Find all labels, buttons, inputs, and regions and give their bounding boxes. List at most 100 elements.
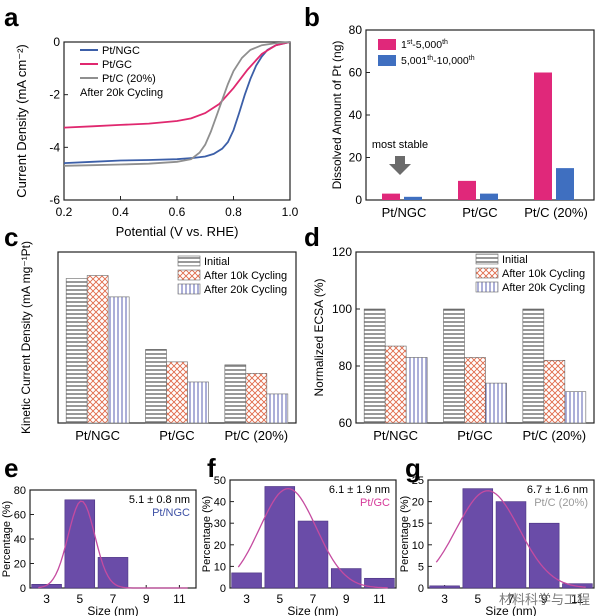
chart-c-kinetic-current: Pt/NGC Pt/GC Pt/C (20%) Kinetic Current Den…: [19, 241, 297, 443]
y-tick-label: 0: [220, 583, 226, 595]
bar-b-pt-c-20--s0: [534, 72, 552, 200]
x-tick-label: 0.2: [56, 205, 73, 219]
y-axis-label: Percentage (%): [201, 496, 213, 572]
y-tick-label: 20: [14, 559, 26, 571]
y-tick-label: 40: [14, 534, 26, 546]
bar-d-pt-gc-s0: [443, 308, 465, 424]
x-tick-label: 9: [541, 592, 548, 606]
histogram-bar-g-7: [495, 501, 527, 589]
bar-d-pt-gc-s1: [464, 357, 486, 424]
bar-b-pt-ngc-s1: [404, 196, 422, 200]
y-tick-label: 20: [412, 497, 424, 509]
histogram-bar-g-3: [429, 585, 460, 589]
y-tick-label: 20: [214, 540, 226, 552]
y-tick-label: 0: [53, 35, 60, 49]
series-line-pt-ngc: [63, 41, 291, 164]
y-tick-label: 80: [14, 485, 26, 497]
bar-d-pt-c-20--s2: [564, 391, 587, 424]
legend-superscript: th: [442, 39, 448, 46]
bar-c-pt-c-20--s2: [266, 393, 289, 424]
bar-d-pt-c-20--s0: [522, 308, 545, 424]
x-tick-label: 7: [508, 592, 515, 606]
histogram-bar-f-7: [297, 520, 329, 589]
y-tick-label: 40: [214, 497, 226, 509]
histogram-bar-g-5: [462, 488, 494, 589]
legend-label: Pt/NGC: [102, 45, 140, 57]
y-tick-label: 60: [14, 510, 26, 522]
category-label: Pt/GC: [159, 428, 194, 443]
x-axis-label: Size (nm): [87, 604, 138, 616]
y-tick-label: 60: [349, 66, 363, 80]
bar-b-pt-gc-s0: [458, 180, 476, 200]
x-tick-label: 0.6: [169, 205, 186, 219]
category-label: Pt/GC: [462, 205, 497, 220]
y-tick-label: 25: [412, 475, 424, 487]
x-axis-label: Potential (V vs. RHE): [116, 224, 239, 239]
legend-label: After 10k Cycling: [502, 268, 585, 280]
x-tick-label: 11: [173, 592, 186, 606]
y-axis-label: Normalized ECSA (%): [312, 278, 326, 396]
x-tick-label: 11: [571, 592, 584, 606]
bar-b-pt-gc-s1: [480, 193, 498, 200]
bar-d-pt-c-20--s1: [543, 359, 566, 424]
bar-d-pt-ngc-s2: [405, 357, 428, 424]
y-tick-label: 80: [349, 23, 363, 37]
legend-superscript: st: [407, 39, 413, 46]
category-label: Pt/NGC: [373, 428, 418, 443]
legend-label: Initial: [502, 254, 528, 266]
gaussian-fit-curve: [237, 487, 388, 589]
y-tick-label: -4: [49, 140, 60, 154]
y-axis-label: Kinetic Current Density (mA mg⁻¹Pt): [19, 241, 33, 434]
bar-b-pt-ngc-s0: [382, 193, 400, 200]
x-tick-label: 0.4: [112, 205, 129, 219]
y-tick-label: 60: [339, 416, 353, 430]
series-line-pt-gc: [63, 41, 291, 129]
legend-text: -10,000: [433, 55, 469, 67]
y-axis-label: Percentage (%): [399, 496, 411, 572]
chart-b-dissolved-pt: 0 20 40 60 80 Pt/NGC Pt/GC Pt/C (20%) Dissolved …: [330, 23, 595, 220]
x-tick-label: 7: [110, 592, 117, 606]
chart-a-polarization-curves: 0.2 0.4 0.6 0.8 1.0 0 -2 -4 -6 Potential (V vs. R…: [14, 35, 299, 239]
legend-label: Pt/GC: [102, 59, 132, 71]
histogram-bar-f-3: [231, 572, 262, 589]
watermark-text: 材料科学与工程: [498, 593, 590, 608]
x-axis-label: Size (nm): [287, 604, 338, 616]
legend-swatch: [475, 253, 499, 265]
panel-label-f: f: [207, 453, 216, 483]
panel-label-b: b: [304, 2, 320, 32]
chart-f-size-histogram: 0 10 20 30 40 50 3 5 7 9 11 Size (nm) Percentage (%)…: [201, 475, 397, 616]
x-tick-label: 5: [276, 592, 283, 606]
y-tick-label: 100: [332, 302, 352, 316]
legend-label: Initial: [204, 256, 230, 268]
legend-label: After 10k Cycling: [204, 270, 287, 282]
legend-superscript: th: [427, 55, 433, 62]
gaussian-fit-curve: [38, 500, 188, 589]
x-tick-label: 9: [143, 592, 150, 606]
y-tick-label: 30: [214, 518, 226, 530]
x-tick-label: 3: [243, 592, 250, 606]
y-axis-label: Percentage (%): [1, 501, 13, 577]
stat-label: 6.1 ± 1.9 nm: [329, 484, 390, 496]
histogram-bar-e-5: [64, 499, 96, 589]
legend-label: 1st-5,000th: [401, 39, 448, 51]
y-tick-label: 120: [332, 245, 352, 259]
panel-label-g: g: [405, 453, 421, 483]
gaussian-fit-curve: [435, 490, 586, 588]
stat-label: 6.7 ± 1.6 nm: [527, 484, 588, 496]
y-tick-label: 80: [339, 359, 353, 373]
series-line-pt-c-20-: [63, 41, 291, 167]
legend-swatch: [378, 39, 396, 50]
histogram-bar-f-9: [330, 568, 362, 589]
legend-swatch: [177, 283, 201, 295]
histogram-bar-e-3: [31, 584, 62, 589]
panel-label-e: e: [4, 453, 18, 483]
legend-swatch: [177, 255, 201, 267]
chart-d-normalized-ecsa: 60 80 100 120 Pt/NGC Pt/GC Pt/C (20%) Normalize…: [312, 245, 595, 443]
y-tick-label: 40: [349, 108, 363, 122]
y-tick-label: 50: [214, 475, 226, 487]
panel-label-a: a: [4, 2, 19, 32]
bar-c-pt-c-20--s0: [224, 364, 247, 424]
x-axis-label: Size (nm): [485, 604, 536, 616]
y-tick-label: 5: [418, 561, 424, 573]
